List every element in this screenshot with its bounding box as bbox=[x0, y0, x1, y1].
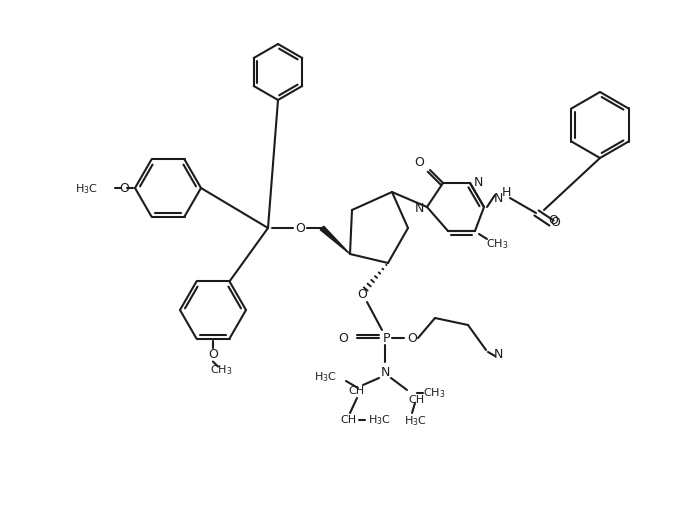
Text: O: O bbox=[550, 216, 560, 229]
Polygon shape bbox=[320, 226, 350, 254]
Text: O: O bbox=[119, 181, 129, 194]
Text: N: N bbox=[473, 175, 483, 188]
Text: CH: CH bbox=[408, 395, 424, 405]
Text: N: N bbox=[380, 366, 390, 379]
Text: H$_3$C: H$_3$C bbox=[75, 182, 98, 196]
Text: O: O bbox=[338, 332, 348, 344]
Text: O: O bbox=[357, 289, 367, 302]
Text: O: O bbox=[548, 214, 558, 228]
Text: O: O bbox=[407, 332, 417, 344]
Text: CH$_3$: CH$_3$ bbox=[486, 237, 508, 251]
Text: N: N bbox=[414, 201, 424, 214]
Text: P: P bbox=[383, 332, 390, 344]
Text: O: O bbox=[414, 157, 424, 170]
Text: H$_3$C: H$_3$C bbox=[404, 414, 427, 428]
Text: CH: CH bbox=[340, 415, 356, 425]
Text: H: H bbox=[501, 186, 511, 199]
Text: CH: CH bbox=[348, 386, 364, 396]
Text: H$_3$C: H$_3$C bbox=[368, 413, 391, 427]
Text: N: N bbox=[493, 347, 503, 360]
Text: CH$_3$: CH$_3$ bbox=[209, 363, 232, 378]
Text: CH$_3$: CH$_3$ bbox=[423, 386, 445, 400]
Text: O: O bbox=[208, 348, 218, 361]
Text: H$_3$C: H$_3$C bbox=[314, 370, 337, 384]
Text: N: N bbox=[493, 191, 503, 204]
Text: O: O bbox=[295, 222, 305, 235]
